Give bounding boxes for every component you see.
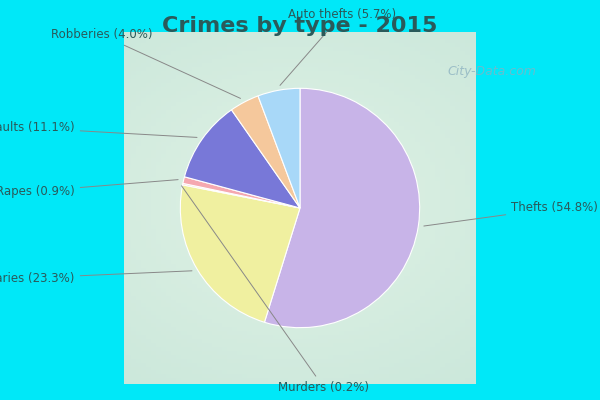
Text: Robberies (4.0%): Robberies (4.0%)	[50, 28, 241, 98]
Text: Thefts (54.8%): Thefts (54.8%)	[424, 202, 598, 226]
Wedge shape	[183, 177, 300, 208]
Wedge shape	[182, 183, 300, 208]
Text: Crimes by type - 2015: Crimes by type - 2015	[163, 16, 437, 36]
Wedge shape	[258, 88, 300, 208]
Wedge shape	[184, 110, 300, 208]
Text: City-Data.com: City-Data.com	[448, 66, 536, 78]
Text: Assaults (11.1%): Assaults (11.1%)	[0, 121, 197, 138]
Wedge shape	[181, 185, 300, 322]
Text: Rapes (0.9%): Rapes (0.9%)	[0, 180, 178, 198]
Text: Burglaries (23.3%): Burglaries (23.3%)	[0, 271, 192, 285]
Wedge shape	[232, 96, 300, 208]
Wedge shape	[265, 88, 419, 328]
Text: Auto thefts (5.7%): Auto thefts (5.7%)	[280, 8, 397, 85]
Text: Murders (0.2%): Murders (0.2%)	[182, 186, 370, 394]
